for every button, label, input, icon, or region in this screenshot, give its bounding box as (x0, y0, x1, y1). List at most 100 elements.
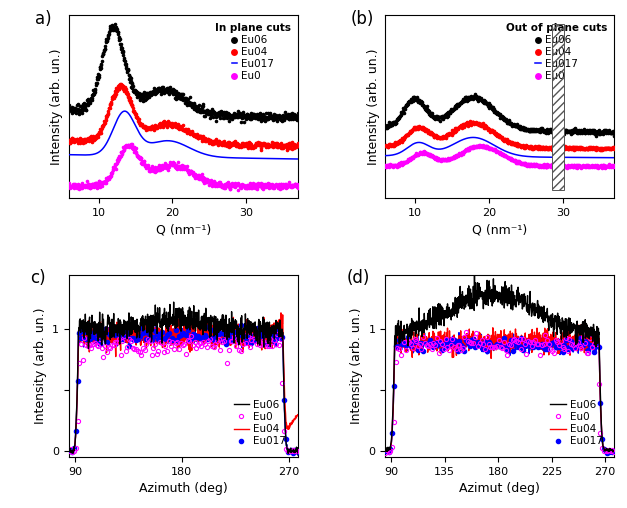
Eu04 (498, 136, 508, 144)
Eu04 (446, 129, 456, 137)
Eu06 (250, 112, 260, 120)
Eu06 (82, 100, 92, 108)
Eu0 (80, 181, 90, 189)
Eu06 (577, 129, 587, 137)
Eu0 (589, 163, 599, 171)
Eu0 (102, 176, 112, 184)
Eu06 (423, 107, 433, 115)
Eu0 (529, 163, 539, 171)
Eu04 (173, 120, 183, 128)
Eu0 (131, 148, 141, 156)
Eu0 (287, 183, 297, 191)
Eu04 (448, 128, 458, 136)
Eu04 (137, 120, 147, 128)
Eu04 (234, 141, 245, 149)
Eu04 (556, 144, 566, 152)
Eu0 (554, 163, 564, 171)
Eu0 (582, 161, 593, 169)
Eu06 (436, 112, 446, 120)
Eu0 (598, 161, 608, 169)
Eu0 (506, 154, 516, 163)
Eu0 (586, 163, 596, 171)
Eu06 (557, 126, 567, 135)
Eu06 (571, 129, 581, 137)
Eu0 (455, 150, 465, 158)
Eu0 (229, 180, 240, 188)
Eu06 (397, 109, 407, 117)
Eu0 (65, 182, 75, 190)
Eu06 (241, 115, 251, 123)
Eu0 (243, 182, 253, 190)
Eu0 (470, 143, 480, 151)
Eu06 (105, 22, 115, 30)
Eu0 (187, 169, 198, 177)
Eu06 (589, 129, 599, 137)
Eu06 (179, 94, 189, 102)
Eu06 (122, 66, 132, 74)
Eu04 (609, 144, 619, 152)
Eu0 (84, 183, 94, 191)
Eu06 (420, 104, 430, 112)
Eu04 (581, 144, 591, 152)
Eu0 (394, 161, 404, 169)
Eu04 (418, 124, 428, 133)
Eu04 (282, 140, 292, 148)
Eu0 (468, 142, 478, 150)
Eu04 (234, 142, 245, 150)
Eu0 (558, 162, 568, 170)
Eu04 (199, 136, 209, 144)
Eu017 (125, 110, 132, 116)
Eu04 (502, 135, 512, 143)
Eu0 (247, 183, 257, 192)
Eu06 (463, 93, 473, 101)
Eu04 (247, 143, 257, 151)
Eu06 (98, 50, 108, 58)
Eu04 (74, 136, 84, 144)
Eu0 (515, 160, 525, 168)
Eu04 (548, 144, 558, 152)
Eu06 (542, 128, 552, 136)
Eu0 (190, 170, 200, 178)
Eu06 (202, 106, 212, 114)
Eu06 (259, 112, 269, 120)
Eu06 (138, 97, 148, 105)
Eu0 (280, 181, 290, 189)
Eu06 (478, 98, 488, 106)
Eu06 (201, 107, 211, 115)
Eu0 (176, 165, 186, 173)
Eu04 (258, 141, 268, 149)
Eu0 (561, 163, 571, 171)
Eu04 (261, 143, 271, 151)
Eu04 (197, 135, 207, 143)
Eu04 (576, 143, 586, 151)
Eu0 (94, 177, 104, 185)
Eu0 (450, 152, 460, 160)
Eu06 (480, 99, 490, 107)
Eu0 (435, 156, 445, 164)
Eu0 (538, 162, 548, 170)
Eu06 (492, 108, 502, 116)
Eu04 (574, 143, 584, 151)
Eu06 (183, 95, 193, 103)
Eu0 (548, 163, 558, 171)
Eu06 (92, 73, 102, 81)
Eu06 (535, 128, 545, 136)
Eu06 (288, 115, 298, 123)
Eu0 (608, 162, 618, 170)
Eu06 (204, 108, 214, 116)
Eu04 (579, 145, 589, 153)
Eu0 (70, 182, 80, 190)
Eu06 (145, 90, 155, 99)
Eu04 (286, 141, 296, 149)
Eu06 (447, 106, 457, 114)
Eu06 (137, 94, 147, 102)
Eu04 (463, 120, 473, 128)
Eu0 (154, 164, 164, 172)
Eu04 (270, 142, 280, 150)
Eu06 (486, 103, 496, 111)
Eu0 (134, 154, 144, 163)
Eu06 (183, 100, 193, 108)
Eu0 (194, 175, 204, 183)
Eu04 (472, 120, 482, 128)
Eu0 (216, 178, 226, 186)
